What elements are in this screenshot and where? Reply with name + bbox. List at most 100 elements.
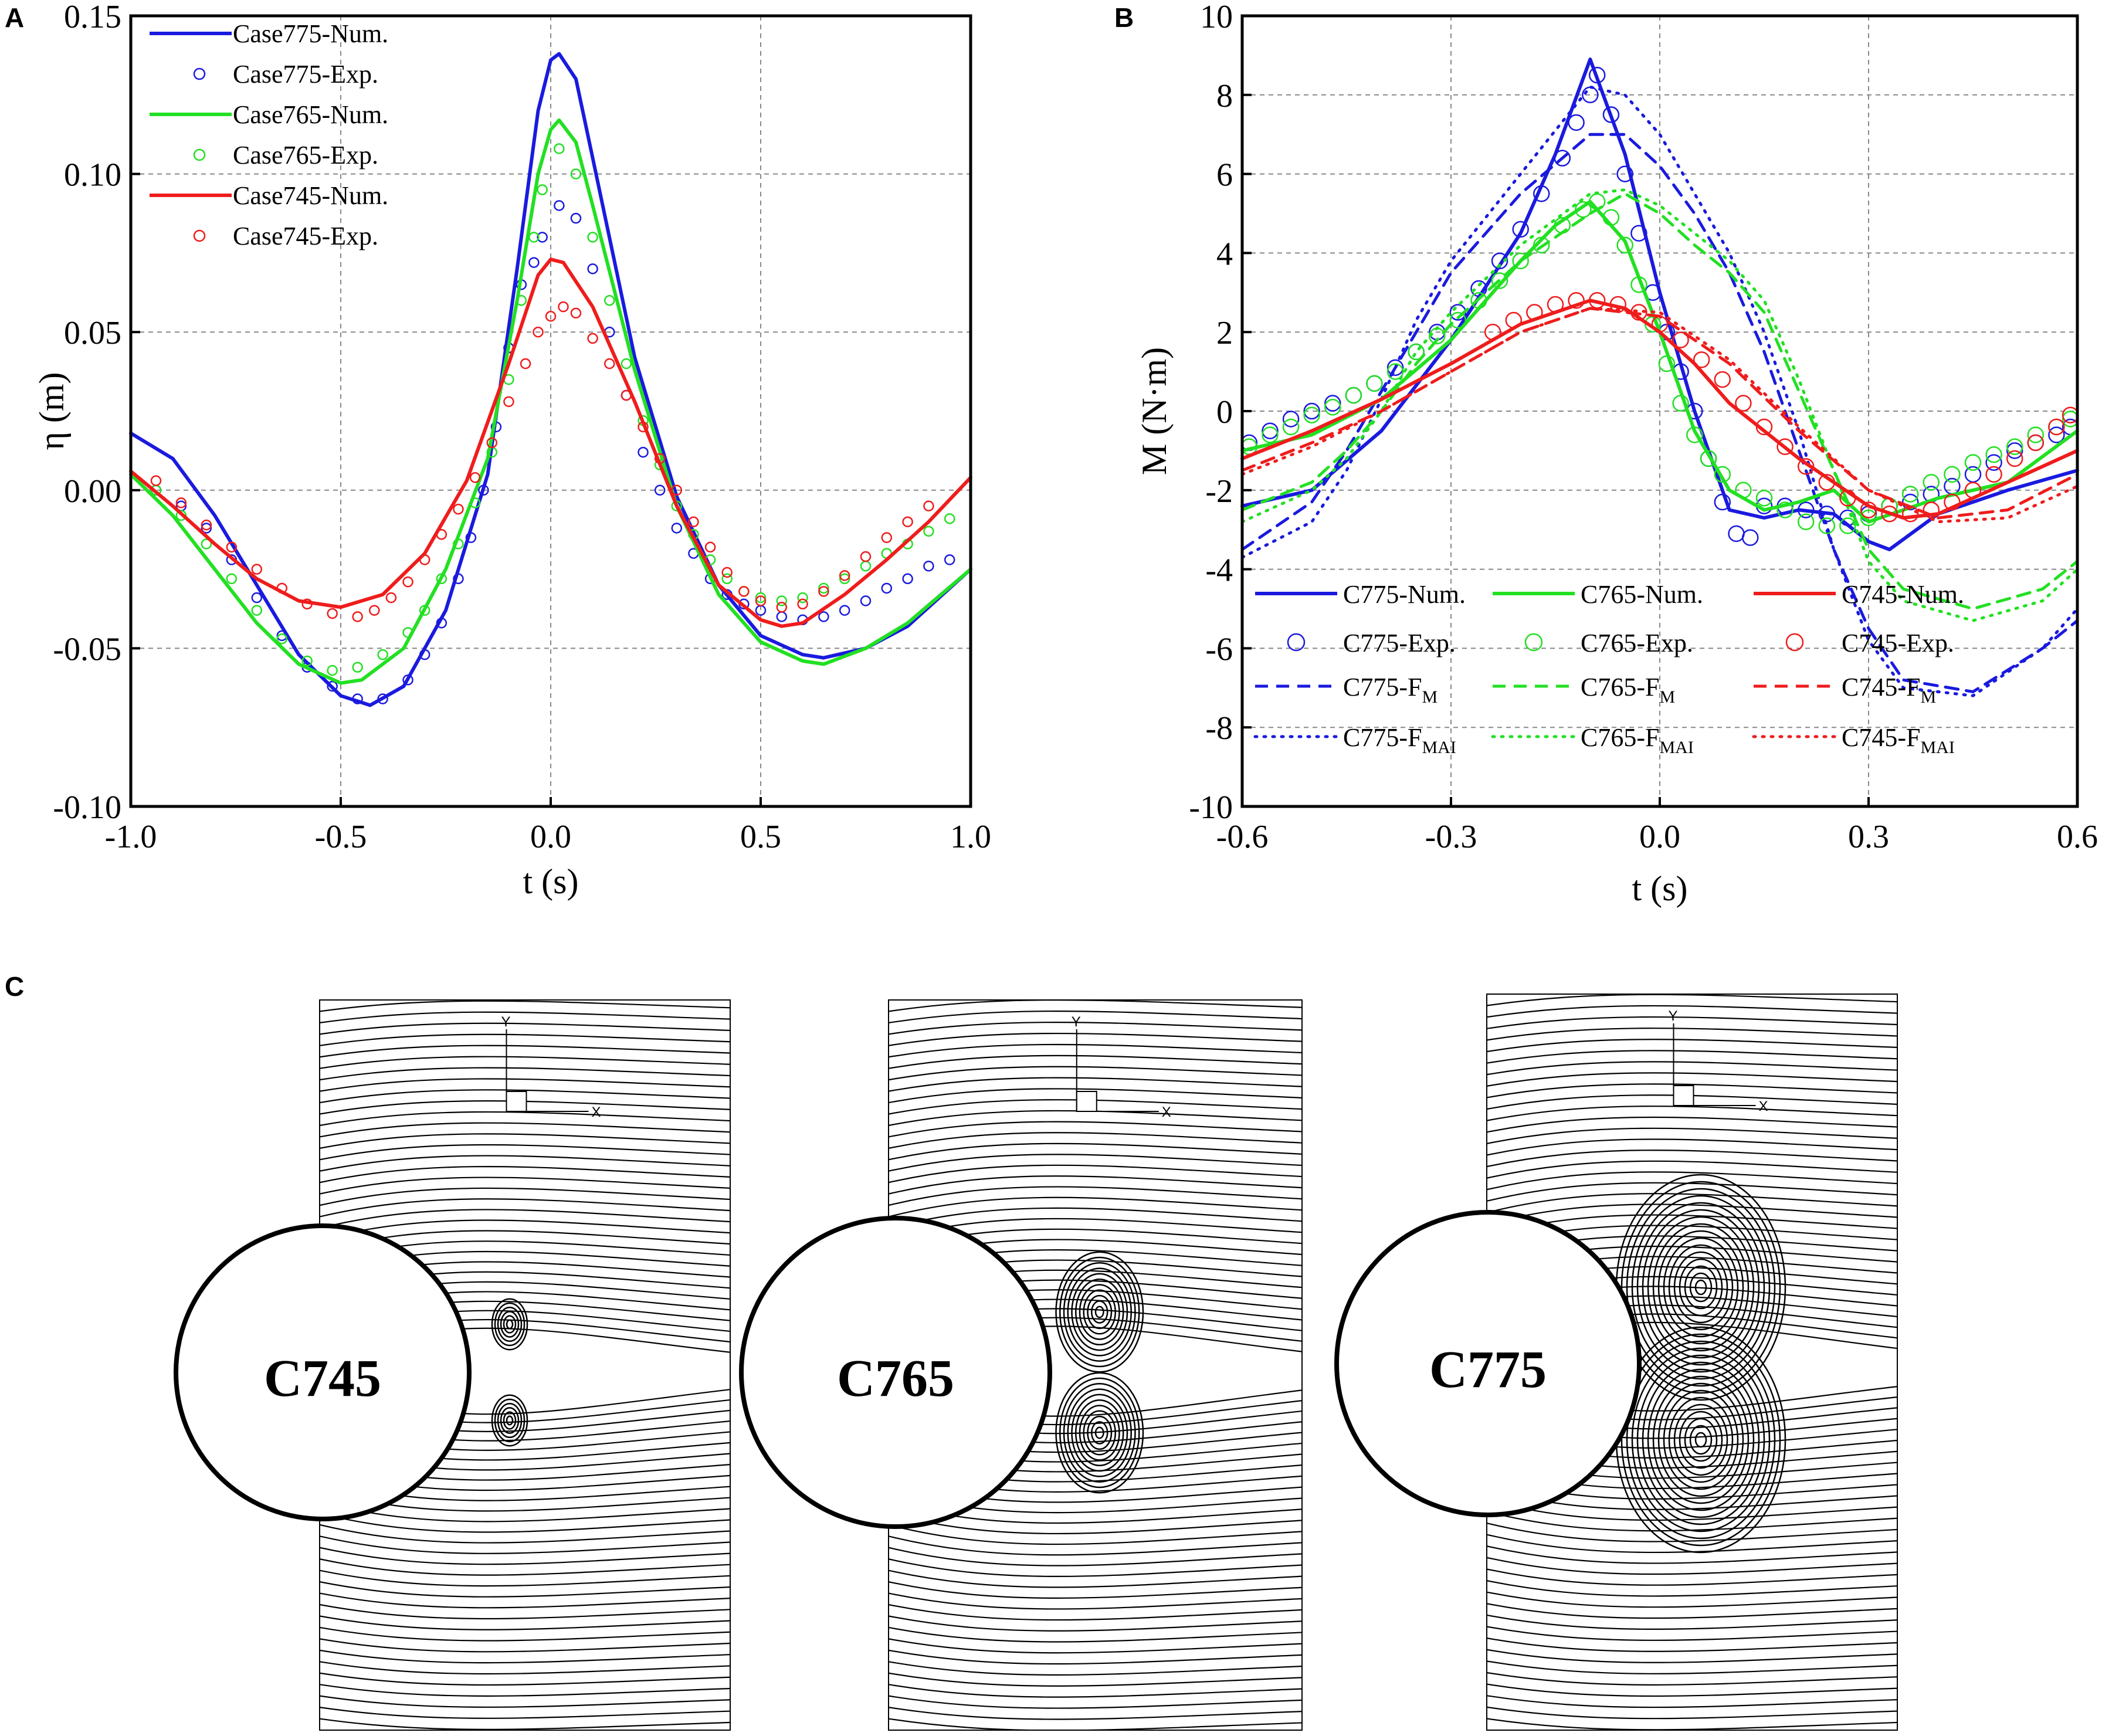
panel-b-series <box>1240 57 2079 697</box>
streamline <box>320 1707 730 1719</box>
streamline <box>320 1638 730 1653</box>
streamline <box>320 1198 730 1218</box>
data-point <box>2062 406 2079 423</box>
data-point <box>1686 426 1703 443</box>
data-point <box>1944 466 1961 483</box>
streamline <box>320 1661 730 1675</box>
data-point <box>671 484 683 496</box>
data-point <box>201 519 212 531</box>
data-point <box>621 389 632 401</box>
streamline <box>1487 1116 1897 1133</box>
data-point <box>1964 454 1982 471</box>
data-point <box>902 573 913 585</box>
y-axis-label: Y <box>501 1014 511 1030</box>
data-point <box>352 662 363 673</box>
data-point <box>276 582 288 594</box>
data-point <box>1672 395 1689 412</box>
legend-item-c745-f-m: C745-FM <box>1754 673 1936 707</box>
streamline <box>320 1626 730 1642</box>
legend-item-case775-exp: Case775-Exp. <box>193 60 378 89</box>
data-point <box>1262 426 1279 443</box>
data-point <box>587 232 598 243</box>
legend-item-c775-num: C775-Num. <box>1255 580 1466 609</box>
data-point <box>1630 276 1647 293</box>
data-point <box>570 212 582 224</box>
vortex-ring <box>1694 1279 1707 1296</box>
data-point <box>301 655 313 667</box>
vortex-ring <box>1094 1306 1104 1318</box>
panel-c-streamlines: C745 X Y C765 X Y C775 X Y <box>174 994 1898 1731</box>
data-point <box>818 611 829 622</box>
data-point <box>402 576 413 588</box>
data-point <box>453 538 464 550</box>
data-point <box>276 630 288 642</box>
series-c775-f-m <box>1240 133 2079 693</box>
streamline <box>320 1000 325 1001</box>
data-point <box>755 592 767 603</box>
data-point <box>818 586 829 597</box>
y-tick-label: 6 <box>1216 157 1233 194</box>
x-tick-label: -0.6 <box>1216 819 1269 855</box>
x-tick-label: -0.5 <box>315 819 367 855</box>
streamline <box>1487 1005 1897 1018</box>
data-point <box>453 503 464 515</box>
streamline <box>1487 1591 1897 1608</box>
panel-a-legend: Case775-Num. Case775-Exp. Case765-Num. Case… <box>150 19 388 250</box>
data-point <box>1554 150 1571 167</box>
data-point <box>587 263 598 274</box>
streamline <box>320 1524 730 1544</box>
legend-label: Case775-Num. <box>233 19 388 48</box>
vortex-ring <box>497 1306 523 1342</box>
streamline <box>1487 1203 1897 1225</box>
vortex-ring <box>1668 1396 1734 1483</box>
legend-label: Case765-Num. <box>233 100 388 129</box>
data-point <box>301 598 313 610</box>
streamline <box>320 1111 730 1127</box>
streamline <box>1487 1580 1897 1597</box>
data-point <box>1505 311 1523 329</box>
panel-a: A -1.0 -0.5 0.0 0.5 1.0 -0.10 -0.05 0.00 0.05 0.1… <box>5 0 991 901</box>
data-point <box>860 560 872 572</box>
vortex-ring <box>491 1394 528 1447</box>
streamline <box>320 1022 730 1035</box>
data-point <box>638 446 649 458</box>
x-axis-label: X <box>1162 1104 1171 1120</box>
data-point <box>944 554 955 565</box>
panel-b-ylabel: M (N·m) <box>1135 347 1174 475</box>
data-point <box>486 437 498 449</box>
streamline <box>320 1672 730 1686</box>
streamline <box>1487 1193 1897 1213</box>
streamline <box>889 1684 1302 1698</box>
streamline <box>1487 1061 1897 1076</box>
streamline <box>889 1066 1302 1081</box>
streamline <box>320 1045 730 1058</box>
legend-marker <box>193 229 206 242</box>
data-point <box>1484 323 1501 341</box>
y-tick-label: -6 <box>1205 631 1233 667</box>
vortex-ring <box>1689 1272 1713 1303</box>
data-point <box>1776 438 1794 455</box>
streamline <box>889 1672 1302 1687</box>
streamline <box>889 1695 1302 1709</box>
data-point <box>436 529 447 540</box>
data-point <box>1755 490 1773 507</box>
series-c775-f-mai <box>1240 85 2079 697</box>
data-point <box>604 358 615 369</box>
series-line <box>1240 133 2079 693</box>
data-point <box>1324 395 1341 412</box>
streamline <box>1487 1718 1897 1730</box>
data-point <box>251 564 263 575</box>
data-point <box>1512 252 1529 270</box>
series-c765-f-m <box>1240 192 2079 611</box>
vortex-ring <box>500 1407 520 1434</box>
streamline <box>889 1043 1302 1058</box>
streamline <box>1487 1545 1897 1564</box>
data-point <box>721 573 733 585</box>
streamline <box>889 1626 1302 1643</box>
data-point <box>1386 363 1404 380</box>
y-tick-label: 0.10 <box>64 157 121 194</box>
streamline <box>1487 1729 1492 1730</box>
y-tick-label: 2 <box>1216 315 1233 351</box>
streamline <box>889 1099 1302 1115</box>
data-point <box>150 475 162 486</box>
